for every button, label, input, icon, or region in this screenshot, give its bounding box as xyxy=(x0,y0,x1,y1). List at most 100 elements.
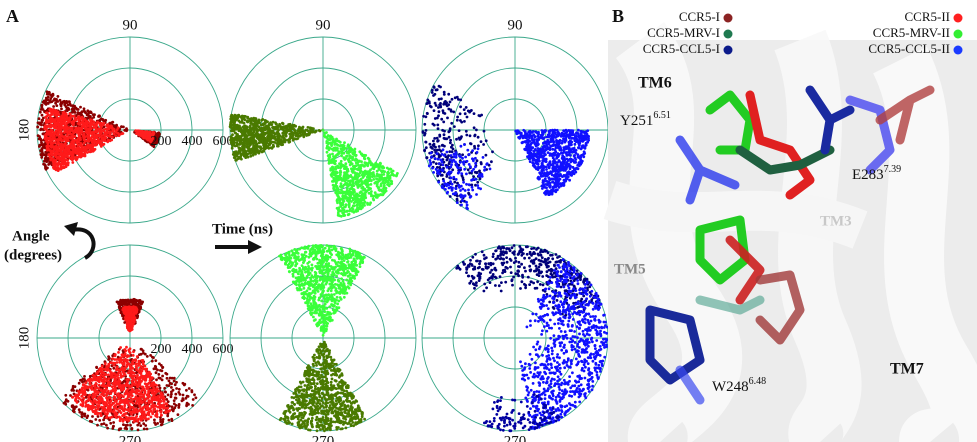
scatter-dot xyxy=(452,148,455,151)
scatter-dot xyxy=(575,140,578,143)
scatter-dot xyxy=(449,139,452,142)
scatter-dot xyxy=(569,165,572,168)
scatter-dot xyxy=(250,118,253,121)
scatter-dot xyxy=(442,121,445,124)
scatter-dot xyxy=(457,172,460,175)
scatter-dot xyxy=(581,145,584,148)
scatter-dot xyxy=(372,178,375,181)
scatter-dot xyxy=(337,166,340,169)
scatter-dot xyxy=(443,101,446,104)
scatter-dot xyxy=(283,125,286,128)
scatter-dot xyxy=(90,138,93,141)
scatter-dot xyxy=(462,178,465,181)
scatter-dot xyxy=(85,131,88,134)
angle-tick: 90 xyxy=(316,17,331,33)
scatter-dot xyxy=(53,119,56,122)
scatter-dot xyxy=(379,162,382,165)
scatter-dot xyxy=(336,175,339,178)
scatter-dot xyxy=(549,148,552,151)
scatter-dot xyxy=(374,194,377,197)
scatter-dot xyxy=(547,180,550,183)
scatter-dot xyxy=(541,185,544,188)
scatter-dot xyxy=(563,175,566,178)
scatter-dot xyxy=(536,138,539,141)
scatter-dot xyxy=(462,181,465,184)
scatter-dot xyxy=(100,128,103,131)
scatter-dot xyxy=(565,139,568,142)
scatter-dot xyxy=(86,140,89,143)
scatter-dot xyxy=(433,109,436,112)
scatter-dot xyxy=(373,175,376,178)
scatter-dot xyxy=(48,108,51,111)
scatter-dot xyxy=(460,121,463,124)
scatter-dot xyxy=(247,138,250,141)
scatter-dot xyxy=(475,129,478,132)
scatter-dot xyxy=(443,133,446,136)
scatter-dot xyxy=(96,131,99,134)
scatter-dot xyxy=(336,144,339,147)
scatter-dot xyxy=(356,204,359,207)
scatter-dot xyxy=(285,135,288,138)
scatter-dot xyxy=(244,118,247,121)
scatter-dot xyxy=(92,116,95,119)
scatter-dot xyxy=(276,133,279,136)
scatter-dot xyxy=(355,177,358,180)
scatter-dot xyxy=(477,147,480,150)
scatter-dot xyxy=(57,139,60,142)
scatter-dot xyxy=(54,164,57,167)
scatter-dot xyxy=(470,179,473,182)
scatter-dot xyxy=(279,143,282,146)
scatter-dot xyxy=(437,114,440,117)
scatter-dot xyxy=(67,149,70,152)
scatter-dot xyxy=(545,168,548,171)
scatter-dot xyxy=(578,164,581,167)
scatter-dot xyxy=(427,101,430,104)
scatter-dot xyxy=(269,136,272,139)
scatter-dot xyxy=(553,136,556,139)
scatter-dot xyxy=(478,114,481,117)
scatter-dot xyxy=(347,183,350,186)
scatter-dot xyxy=(104,131,107,134)
scatter-dot xyxy=(462,161,465,164)
scatter-dot xyxy=(441,144,444,147)
scatter-dot xyxy=(529,160,532,163)
scatter-dot xyxy=(332,140,335,143)
scatter-dot xyxy=(49,161,52,164)
scatter-dot xyxy=(52,105,55,108)
scatter-dot xyxy=(460,204,463,207)
scatter-dot xyxy=(290,136,293,139)
scatter-dot xyxy=(542,181,545,184)
scatter-dot xyxy=(60,162,63,165)
scatter-dot xyxy=(446,117,449,120)
scatter-dot xyxy=(532,159,535,162)
scatter-dot xyxy=(565,145,568,148)
scatter-dot xyxy=(555,133,558,136)
scatter-dot xyxy=(445,137,448,140)
scatter-dot xyxy=(366,164,369,167)
scatter-dot xyxy=(239,149,242,152)
scatter-dot xyxy=(374,162,377,165)
scatter-dot xyxy=(449,180,452,183)
scatter-dot xyxy=(85,126,88,129)
scatter-dot xyxy=(468,153,471,156)
scatter-dot xyxy=(40,124,43,127)
scatter-dot xyxy=(75,107,78,110)
scatter-dot xyxy=(548,134,551,137)
scatter-dot xyxy=(348,157,351,160)
scatter-dot xyxy=(348,161,351,164)
scatter-dot xyxy=(446,151,449,154)
scatter-dot xyxy=(45,128,48,131)
scatter-dot xyxy=(583,150,586,153)
scatter-dot xyxy=(310,127,313,130)
scatter-dot xyxy=(80,130,83,133)
scatter-dot xyxy=(81,145,84,148)
scatter-dot xyxy=(576,132,579,135)
scatter-dot xyxy=(471,186,474,189)
scatter-dot xyxy=(434,93,437,96)
scatter-dot xyxy=(355,198,358,201)
scatter-dot xyxy=(456,198,459,201)
scatter-dot xyxy=(73,115,76,118)
scatter-dot xyxy=(448,136,451,139)
scatter-dot xyxy=(571,160,574,163)
scatter-dot xyxy=(472,159,475,162)
